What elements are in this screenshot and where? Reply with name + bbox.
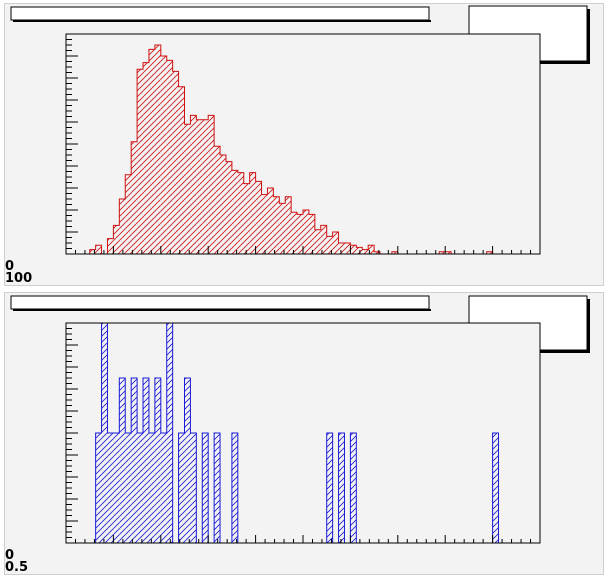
- histogram-bin: [267, 188, 274, 254]
- histogram-bin: [237, 172, 244, 254]
- histogram-bin: [190, 115, 197, 255]
- histogram-bin: [184, 124, 191, 254]
- histogram-bin: [196, 119, 203, 254]
- histogram-bin: [125, 174, 132, 254]
- histogram-bin: [314, 229, 321, 254]
- histogram-bin: [154, 45, 161, 254]
- histogram-bin: [190, 433, 197, 543]
- histogram-bin: [119, 378, 126, 543]
- histogram-bin: [445, 251, 452, 254]
- histogram-bin: [143, 62, 149, 254]
- histogram-bin: [154, 378, 161, 543]
- histogram-bin: [166, 60, 173, 255]
- histogram-bin: [368, 245, 375, 254]
- histogram-bin: [362, 249, 369, 254]
- histogram-bin: [326, 433, 333, 543]
- histogram-bin: [243, 183, 250, 254]
- histogram-bin: [279, 203, 286, 254]
- histogram-bin: [137, 433, 144, 543]
- histogram-bin: [131, 141, 138, 254]
- histogram-bin: [89, 249, 96, 254]
- histogram-bin: [137, 69, 144, 254]
- title-box-bottom-shadow: [13, 309, 431, 311]
- histogram-plot-bottom: [65, 322, 541, 544]
- histogram-bin: [285, 196, 292, 254]
- histogram-bin: [255, 181, 262, 254]
- histogram-bin: [320, 225, 327, 254]
- histogram-bin: [107, 433, 114, 543]
- histogram-bin: [231, 170, 238, 254]
- histogram-bin: [225, 161, 232, 254]
- histogram-bin: [273, 196, 280, 254]
- histogram-bin: [125, 433, 132, 543]
- histogram-bin: [95, 433, 102, 543]
- title-box-top-shadow: [13, 20, 431, 22]
- histogram-bin: [261, 194, 268, 254]
- histogram-bin: [338, 243, 345, 254]
- histogram-bin: [249, 172, 256, 254]
- histogram-bin: [332, 232, 339, 254]
- histogram-bin: [148, 433, 155, 543]
- histogram-bin: [143, 378, 149, 543]
- histogram-bin: [101, 323, 108, 543]
- histogram-bin: [214, 146, 221, 254]
- histogram-bin: [113, 225, 120, 254]
- histogram-bin: [172, 71, 179, 255]
- histogram-bin: [326, 236, 333, 254]
- histogram-bin: [303, 210, 309, 254]
- histogram-bin: [119, 199, 126, 254]
- histogram-bin: [160, 56, 167, 254]
- histogram-bin: [202, 433, 209, 543]
- histogram-bin: [308, 214, 315, 254]
- histogram-bin: [208, 115, 215, 255]
- histogram-bin: [486, 251, 493, 254]
- title-box-bottom: [10, 295, 430, 310]
- histogram-bin: [439, 251, 446, 254]
- histogram-bin: [391, 251, 398, 254]
- histogram-bin: [131, 378, 138, 543]
- histogram-bin: [350, 245, 357, 254]
- histogram-bin: [113, 433, 120, 543]
- histogram-bin: [178, 433, 185, 543]
- y-tick-label-bottom-1: 0.5: [5, 560, 28, 575]
- title-box-top: [10, 6, 430, 21]
- histogram-bin: [297, 214, 303, 254]
- y-tick-label-top-1: 100: [5, 271, 32, 286]
- histogram-bin: [350, 433, 357, 543]
- histogram-bin: [178, 86, 185, 254]
- histogram-bin: [492, 433, 499, 543]
- histogram-plot-top: [65, 33, 541, 255]
- histogram-bin: [95, 245, 102, 254]
- histogram-bin: [160, 433, 167, 543]
- histogram-bin: [184, 378, 191, 543]
- histogram-bin: [231, 433, 238, 543]
- histogram-bin: [107, 238, 114, 254]
- histogram-bin: [214, 433, 221, 543]
- histogram-bin: [166, 323, 173, 543]
- histogram-bin: [202, 119, 209, 254]
- histogram-bin: [148, 49, 155, 255]
- histogram-bin: [344, 243, 351, 254]
- histogram-bin: [338, 433, 345, 543]
- histogram-bin: [356, 247, 363, 254]
- histogram-bin: [291, 212, 298, 254]
- y-tick-label-top-0: 0: [5, 259, 14, 274]
- histogram-bin: [374, 251, 381, 254]
- histogram-bin: [220, 155, 226, 254]
- y-tick-label-bottom-0: 0: [5, 548, 14, 563]
